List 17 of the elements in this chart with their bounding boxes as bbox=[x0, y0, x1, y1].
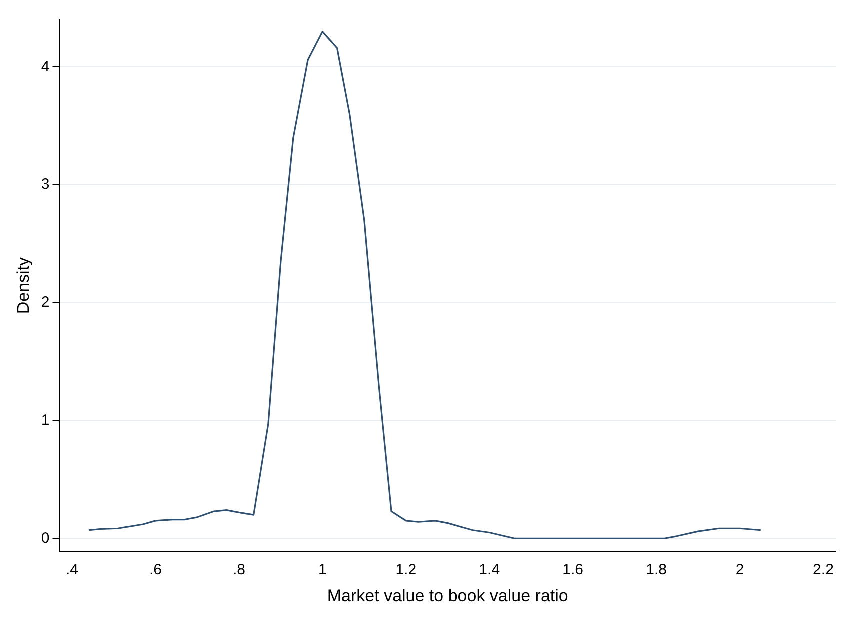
x-tick-label: 2 bbox=[736, 562, 744, 579]
x-tick-label: 1.6 bbox=[562, 562, 584, 579]
y-tick-label: 4 bbox=[41, 58, 50, 76]
y-tick-label: 0 bbox=[41, 530, 50, 547]
y-tick-label: 1 bbox=[41, 412, 50, 429]
x-tick-label: .8 bbox=[232, 562, 246, 579]
x-tick-label: .4 bbox=[66, 562, 79, 579]
x-axis-title: Market value to book value ratio bbox=[327, 586, 568, 606]
x-tick-label: .6 bbox=[149, 562, 162, 579]
x-tick-label: 1.2 bbox=[396, 562, 417, 579]
x-tick-label: 1.4 bbox=[479, 562, 500, 579]
x-tick-label: 2.2 bbox=[813, 562, 834, 579]
x-tick-label: 1 bbox=[318, 562, 327, 579]
y-tick-label: 2 bbox=[41, 294, 50, 312]
y-axis-title: Density bbox=[14, 256, 33, 314]
y-tick-label: 3 bbox=[41, 176, 50, 194]
x-tick-label: 1.8 bbox=[646, 562, 667, 579]
